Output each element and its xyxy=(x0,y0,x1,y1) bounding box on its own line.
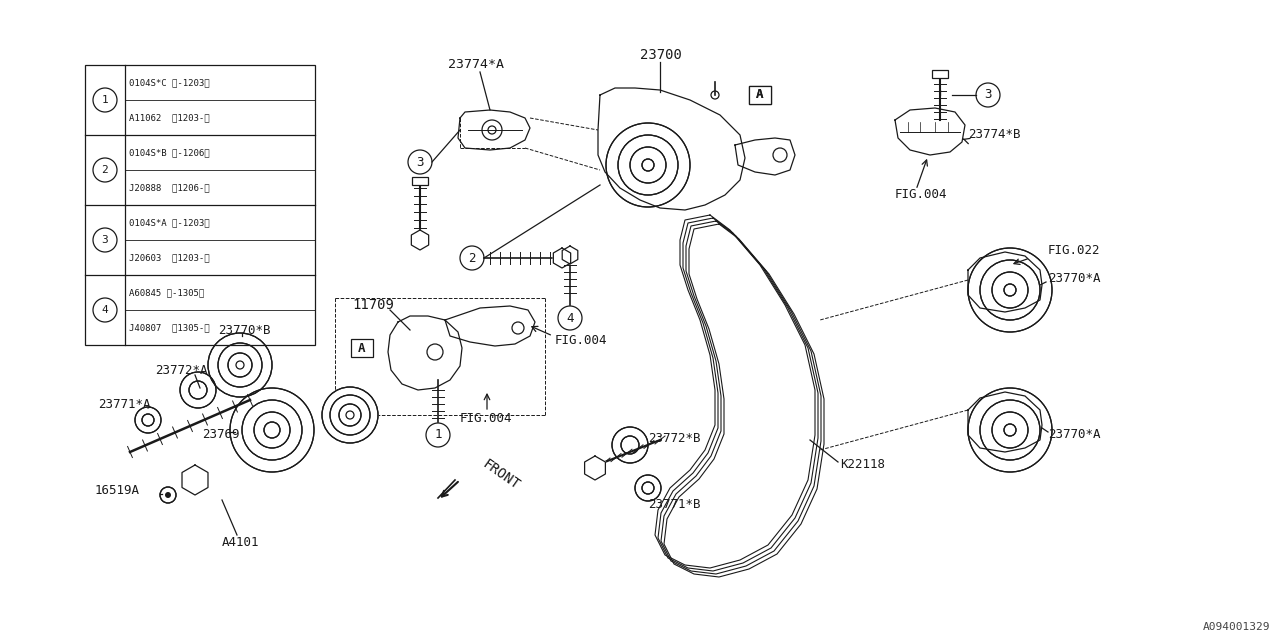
Text: J20603  （1203-）: J20603 （1203-） xyxy=(129,253,210,262)
Text: A60845 （-1305）: A60845 （-1305） xyxy=(129,288,205,297)
Circle shape xyxy=(635,475,660,501)
Bar xyxy=(412,177,428,185)
Text: J40807  （1305-）: J40807 （1305-） xyxy=(129,323,210,332)
Polygon shape xyxy=(553,248,571,268)
Circle shape xyxy=(323,387,378,443)
Text: 23700: 23700 xyxy=(640,48,682,62)
Text: 1: 1 xyxy=(101,95,109,105)
Text: 11709: 11709 xyxy=(352,298,394,312)
Bar xyxy=(351,339,372,357)
Text: FIG.022: FIG.022 xyxy=(1048,243,1101,257)
Polygon shape xyxy=(655,215,815,568)
Text: 23769: 23769 xyxy=(202,429,239,442)
Text: A4101: A4101 xyxy=(221,536,260,548)
Text: A094001329: A094001329 xyxy=(1202,622,1270,632)
Text: FIG.004: FIG.004 xyxy=(895,189,947,202)
Circle shape xyxy=(180,372,216,408)
Text: 23770*A: 23770*A xyxy=(1048,429,1101,442)
Circle shape xyxy=(968,388,1052,472)
Circle shape xyxy=(612,427,648,463)
Text: A: A xyxy=(756,88,764,102)
Polygon shape xyxy=(968,392,1042,452)
Circle shape xyxy=(165,492,172,498)
Circle shape xyxy=(160,487,177,503)
Text: 2: 2 xyxy=(468,252,476,264)
Text: 1: 1 xyxy=(434,429,442,442)
Text: 23770*B: 23770*B xyxy=(218,323,270,337)
Polygon shape xyxy=(968,252,1042,312)
Text: A: A xyxy=(358,342,366,355)
Text: K22118: K22118 xyxy=(840,458,884,472)
Polygon shape xyxy=(411,230,429,250)
Polygon shape xyxy=(388,316,462,390)
Text: 23770*A: 23770*A xyxy=(1048,271,1101,285)
Polygon shape xyxy=(458,110,530,150)
Circle shape xyxy=(230,388,314,472)
Text: 4: 4 xyxy=(101,305,109,315)
Polygon shape xyxy=(735,138,795,175)
Polygon shape xyxy=(182,465,207,495)
Circle shape xyxy=(605,123,690,207)
Circle shape xyxy=(968,248,1052,332)
Text: A11062  （1203-）: A11062 （1203-） xyxy=(129,113,210,122)
Text: 23774*B: 23774*B xyxy=(968,129,1020,141)
Text: FIG.004: FIG.004 xyxy=(460,412,512,424)
Text: 16519A: 16519A xyxy=(95,483,140,497)
Text: 0104S*B （-1206）: 0104S*B （-1206） xyxy=(129,148,210,157)
Text: 23771*A: 23771*A xyxy=(99,399,151,412)
Text: J20888  （1206-）: J20888 （1206-） xyxy=(129,183,210,192)
Text: 2: 2 xyxy=(101,165,109,175)
Text: 0104S*A （-1203）: 0104S*A （-1203） xyxy=(129,218,210,227)
Polygon shape xyxy=(562,246,577,264)
Text: 3: 3 xyxy=(416,156,424,168)
Bar xyxy=(932,70,948,78)
Circle shape xyxy=(207,333,273,397)
Text: 23772*B: 23772*B xyxy=(648,431,700,445)
Text: 23772*A: 23772*A xyxy=(155,364,207,376)
Text: A: A xyxy=(756,88,764,102)
Bar xyxy=(749,86,771,104)
Text: 4: 4 xyxy=(566,312,573,324)
Text: 23774*A: 23774*A xyxy=(448,58,504,72)
Text: FRONT: FRONT xyxy=(480,457,522,493)
Text: 3: 3 xyxy=(101,235,109,245)
Polygon shape xyxy=(598,88,745,210)
Text: 23771*B: 23771*B xyxy=(648,499,700,511)
Text: 0104S*C （-1203）: 0104S*C （-1203） xyxy=(129,78,210,87)
Polygon shape xyxy=(445,306,535,346)
Polygon shape xyxy=(585,456,605,480)
Bar xyxy=(749,86,771,104)
Text: 3: 3 xyxy=(984,88,992,102)
Text: FIG.004: FIG.004 xyxy=(556,333,608,346)
Bar xyxy=(84,65,315,345)
Circle shape xyxy=(134,407,161,433)
Polygon shape xyxy=(895,108,965,155)
